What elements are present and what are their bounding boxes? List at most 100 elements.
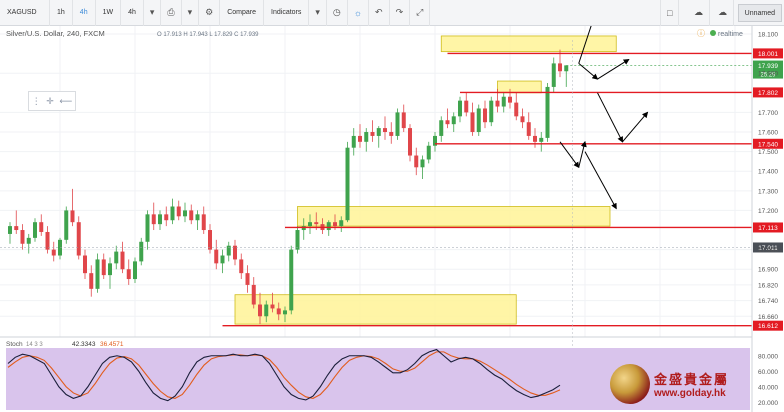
candle-body xyxy=(395,112,400,136)
drawing-panel: ⋮ ✛ ⟵ xyxy=(28,91,76,111)
candle-body xyxy=(276,308,281,315)
supply-demand-zones xyxy=(234,35,617,325)
level-label: 18.001 xyxy=(758,51,778,58)
trend-line-icon[interactable]: ⟵ xyxy=(59,95,73,106)
zone-box[interactable] xyxy=(440,35,617,53)
price-tick-label: 16.820 xyxy=(758,282,778,289)
candle-body xyxy=(139,241,144,262)
undo-icon[interactable]: ↶ xyxy=(369,0,390,26)
candle-body xyxy=(33,222,37,238)
candle-body xyxy=(383,128,387,133)
candle-body xyxy=(45,231,50,250)
projection-arrow[interactable] xyxy=(578,140,587,168)
candle-body xyxy=(551,63,556,87)
candle-body xyxy=(95,259,100,289)
level-label: 16.612 xyxy=(758,323,778,330)
projection-arrow[interactable] xyxy=(584,151,617,210)
candle-body xyxy=(151,214,156,225)
zone-box[interactable] xyxy=(234,294,517,325)
cloud-save-icon[interactable]: ☁ xyxy=(688,0,710,26)
zone-box[interactable] xyxy=(497,80,542,94)
price-axis[interactable]: 18.100 17.900 17.700 17.600 17.500 17.400 17.3… xyxy=(758,32,778,321)
candle-body xyxy=(220,255,225,264)
projection-arrow[interactable] xyxy=(559,141,580,169)
candle-body xyxy=(89,273,94,289)
bar-countdown-label: 25:29 xyxy=(760,73,776,79)
zone-box[interactable] xyxy=(297,206,611,227)
chevron-down-icon[interactable]: ▾ xyxy=(309,0,327,26)
indicators-button[interactable]: Indicators xyxy=(264,0,310,26)
layout-icon[interactable]: □ xyxy=(660,0,680,26)
projection-arrow[interactable] xyxy=(578,26,598,64)
stoch-tick-label: 20.000 xyxy=(758,400,778,407)
drag-handle-icon[interactable]: ⋮ xyxy=(31,95,41,106)
price-tick-label: 16.660 xyxy=(758,314,778,321)
candle-body xyxy=(370,132,375,136)
stoch-lines xyxy=(7,348,561,402)
chart-area[interactable]: 18.001 17.802 17.540 17.113 16.612 17.939 25:2… xyxy=(0,26,784,412)
candle-body xyxy=(489,100,494,123)
redo-icon[interactable]: ↷ xyxy=(390,0,411,26)
realtime-status-icon xyxy=(710,30,716,36)
candle-body xyxy=(64,210,69,240)
price-tick-label: 17.000 xyxy=(758,247,778,254)
stoch-k-line xyxy=(7,348,561,402)
candle-body xyxy=(120,251,125,270)
candle-body xyxy=(401,112,406,129)
compare-button[interactable]: Compare xyxy=(220,0,265,26)
level-label: 17.802 xyxy=(758,90,778,97)
chevron-down-icon[interactable]: ▾ xyxy=(182,0,200,26)
candle-body xyxy=(333,222,337,227)
fullscreen-icon[interactable]: ⤢ xyxy=(410,0,431,26)
interval-4h-alt[interactable]: 4h xyxy=(121,0,144,26)
interval-1h[interactable]: 1h xyxy=(50,0,73,26)
candle-body xyxy=(170,206,175,221)
price-tick-label: 17.600 xyxy=(758,130,778,137)
candle-body xyxy=(214,249,219,264)
candle-body xyxy=(545,86,550,138)
price-tick-label: 17.500 xyxy=(758,149,778,156)
crosshair-price-bg xyxy=(753,242,783,253)
current-price-label: 17.939 xyxy=(758,63,778,70)
stoch-axis: 80.000 60.000 40.000 20.000 xyxy=(758,353,778,407)
alert-icon[interactable]: ◷ xyxy=(327,0,348,26)
crosshair-icon[interactable]: ✛ xyxy=(46,95,54,106)
price-tick-label: 18.100 xyxy=(758,32,778,39)
candles-icon[interactable]: ⎙ xyxy=(161,0,182,26)
candle-body xyxy=(408,128,412,156)
candle-body xyxy=(520,116,525,123)
projection-arrows xyxy=(559,26,649,210)
candle-body xyxy=(76,222,81,256)
level-label: 17.113 xyxy=(758,225,778,232)
realtime-label: realtime xyxy=(718,31,743,38)
candle-body xyxy=(133,261,137,280)
chevron-down-icon[interactable]: ▾ xyxy=(144,0,162,26)
candle-body xyxy=(195,214,200,221)
candle-body xyxy=(351,135,356,148)
candle-body xyxy=(476,108,481,133)
projection-arrow[interactable] xyxy=(622,111,649,143)
info-icon[interactable]: ⓘ xyxy=(697,29,705,38)
layout-name-button[interactable]: Unnamed xyxy=(737,4,782,22)
candle-body xyxy=(345,147,350,221)
candle-body xyxy=(264,304,269,317)
gear-icon[interactable]: ⚙ xyxy=(199,0,221,26)
stoch-d-value: 36.4571 xyxy=(100,341,124,348)
lightbulb-icon[interactable]: ☼ xyxy=(348,0,370,26)
symbol-search[interactable]: XAGUSD xyxy=(0,0,50,26)
interval-4h[interactable]: 4h xyxy=(73,0,96,26)
candle-body xyxy=(101,259,106,276)
candle-body xyxy=(245,273,250,285)
candle-body xyxy=(439,120,444,136)
level-label-bg xyxy=(753,87,783,98)
candle-body xyxy=(426,145,431,160)
interval-1w[interactable]: 1W xyxy=(96,0,122,26)
projection-arrow[interactable] xyxy=(597,58,630,80)
candle-body xyxy=(39,222,44,232)
candle-body xyxy=(308,222,312,227)
cloud-load-icon[interactable]: ☁ xyxy=(712,0,734,26)
projection-arrow[interactable] xyxy=(578,63,599,80)
stoch-d-line xyxy=(7,351,561,399)
candle-body xyxy=(70,210,75,223)
projection-arrow[interactable] xyxy=(597,92,623,143)
